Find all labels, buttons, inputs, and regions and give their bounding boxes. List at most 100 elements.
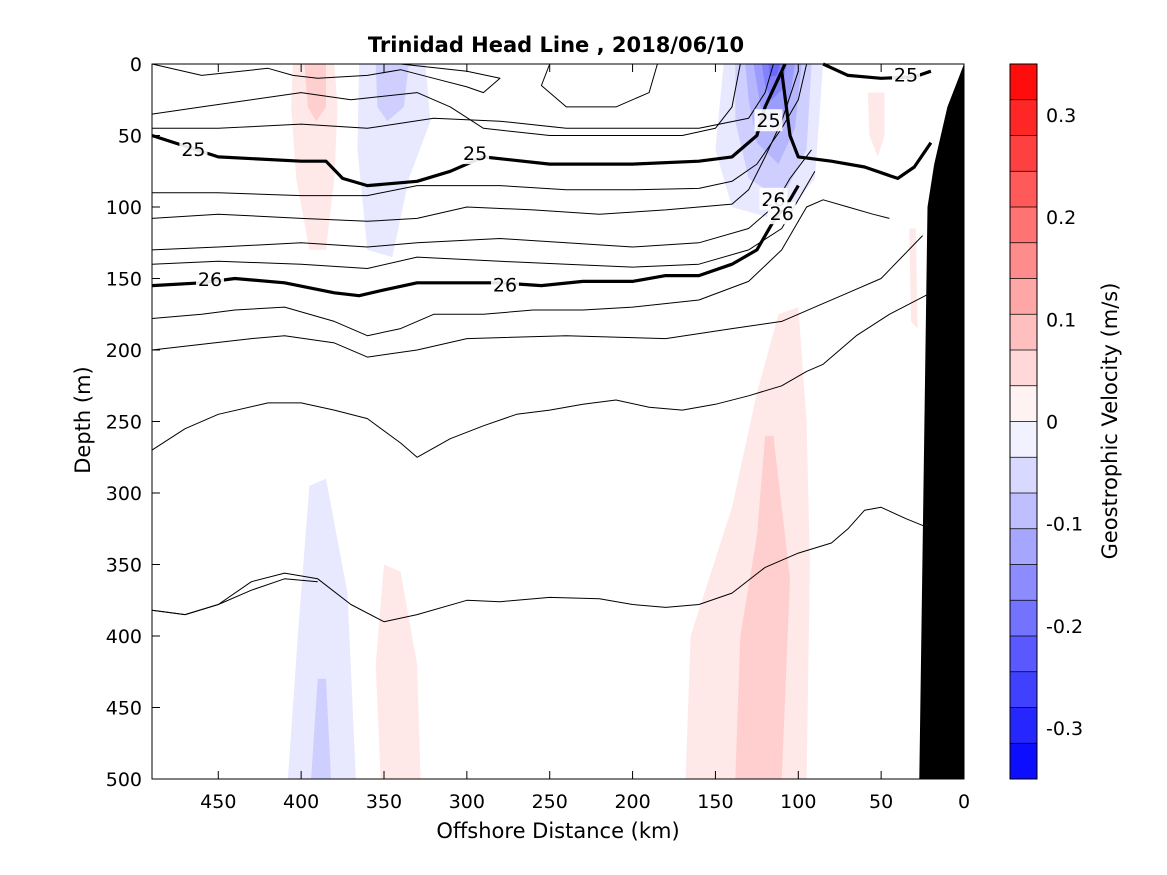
isopycnal-bold-4 xyxy=(151,63,787,188)
velocity-fill-layer xyxy=(287,64,918,779)
y-tick-label-400: 400 xyxy=(106,626,142,648)
colorbar-swatch-19 xyxy=(1010,743,1037,780)
colorbar-swatch-4 xyxy=(1010,207,1037,244)
y-tick-label-0: 0 xyxy=(130,54,142,76)
x-tick-label-250: 250 xyxy=(532,791,568,813)
colorbar-swatch-15 xyxy=(1010,600,1037,637)
y-tick-label-100: 100 xyxy=(106,197,142,219)
colorbar-swatch-16 xyxy=(1010,636,1037,673)
isopycnal-2 xyxy=(151,63,741,136)
y-tick-label-150: 150 xyxy=(106,269,142,291)
velocity-patch-10 xyxy=(867,92,885,157)
colorbar-swatch-2 xyxy=(1010,135,1037,172)
x-tick-label-50: 50 xyxy=(869,791,893,813)
contour-label-bg-11-1 xyxy=(490,273,519,296)
y-tick-label-50: 50 xyxy=(118,126,142,148)
plot-frame xyxy=(151,63,965,780)
colorbar-frame xyxy=(1009,63,1038,780)
isopycnal-14 xyxy=(151,292,932,458)
velocity-patch-3 xyxy=(375,64,409,122)
colorbar-tick-label-0.1: 0.1 xyxy=(1046,309,1076,331)
isopycnal-6 xyxy=(152,63,808,197)
y-tick-label-450: 450 xyxy=(106,698,142,720)
contour-label-bg-4-2 xyxy=(754,109,783,132)
contour-label-5-0: 25 xyxy=(894,64,918,86)
velocity-patch-2 xyxy=(357,64,431,258)
velocity-patch-9 xyxy=(768,64,781,77)
x-tick-label-100: 100 xyxy=(780,791,816,813)
x-tick-label-450: 450 xyxy=(200,791,236,813)
velocity-patch-14 xyxy=(375,564,421,779)
isopycnal-1 xyxy=(540,63,658,108)
colorbar-swatch-10 xyxy=(1010,421,1037,458)
x-tick-label-350: 350 xyxy=(366,791,402,813)
velocity-patch-11 xyxy=(909,228,918,329)
isopycnal-bold-8 xyxy=(780,70,933,180)
contour-label-4-2: 25 xyxy=(756,110,780,132)
velocity-patch-0 xyxy=(291,64,338,250)
contour-label-bg-4-0 xyxy=(179,137,208,160)
velocity-patch-12 xyxy=(287,478,356,779)
x-tick-label-200: 200 xyxy=(614,791,650,813)
contour-label-bg-11-0 xyxy=(196,267,224,290)
isopycnal-3 xyxy=(152,63,774,129)
y-tick-label-200: 200 xyxy=(106,340,142,362)
isopycnal-bold-11 xyxy=(151,184,800,298)
contour-label-bg-4-1 xyxy=(461,142,490,165)
isopycnal-15 xyxy=(151,506,932,623)
contour-label-bg-5-0 xyxy=(892,63,920,86)
x-tick-label-400: 400 xyxy=(283,791,319,813)
colorbar-tick-label--0.1: -0.1 xyxy=(1046,514,1083,536)
contour-label-4-0: 25 xyxy=(181,139,205,161)
y-tick-label-250: 250 xyxy=(106,412,142,434)
isopycnal-12 xyxy=(151,199,890,337)
colorbar-swatch-5 xyxy=(1010,242,1037,279)
colorbar-tick-label-0.3: 0.3 xyxy=(1046,105,1076,127)
colorbar-swatch-18 xyxy=(1010,707,1037,744)
isopycnal-0 xyxy=(151,63,501,94)
y-tick-label-500: 500 xyxy=(106,769,142,791)
colorbar-tick-label-0.2: 0.2 xyxy=(1046,207,1076,229)
colorbar-swatch-6 xyxy=(1010,278,1037,315)
x-tick-label-150: 150 xyxy=(697,791,733,813)
isopycnal-13 xyxy=(151,235,923,358)
colorbar-swatch-0 xyxy=(1010,64,1037,101)
colorbar-swatch-9 xyxy=(1010,385,1037,422)
seafloor-shape xyxy=(919,64,964,779)
isopycnal-10 xyxy=(151,171,816,269)
colorbar-ticks: 0.3 0.2 0.1 0 -0.1 -0.2 -0.3 xyxy=(1046,105,1083,740)
colorbar-swatch-11 xyxy=(1010,457,1037,494)
x-tick-label-300: 300 xyxy=(449,791,485,813)
isopycnal-contour-layer xyxy=(151,62,933,623)
colorbar-tick-label--0.3: -0.3 xyxy=(1046,718,1083,740)
x-axis-label: Offshore Distance (km) xyxy=(436,819,679,843)
y-axis-label: Depth (m) xyxy=(71,366,95,473)
contour-label-11-1: 26 xyxy=(493,275,517,297)
colorbar xyxy=(1009,63,1038,780)
colorbar-swatch-1 xyxy=(1010,99,1037,136)
colorbar-swatch-17 xyxy=(1010,671,1037,708)
colorbar-tick-label-0: 0 xyxy=(1046,412,1058,434)
velocity-patch-16 xyxy=(735,435,790,779)
colorbar-swatch-8 xyxy=(1010,350,1037,387)
y-tick-label-300: 300 xyxy=(106,483,142,505)
colorbar-label: Geostrophic Velocity (m/s) xyxy=(1098,283,1122,560)
y-tick-label-350: 350 xyxy=(106,555,142,577)
colorbar-swatch-12 xyxy=(1010,493,1037,530)
contour-label-4-1: 25 xyxy=(463,143,487,165)
colorbar-tick-label--0.2: -0.2 xyxy=(1046,616,1083,638)
chart-title: Trinidad Head Line , 2018/06/10 xyxy=(368,33,744,57)
x-tick-label-0: 0 xyxy=(958,791,970,813)
y-axis-ticks: 0 50 100 150 200 250 300 350 400 450 500 xyxy=(106,54,964,791)
isopycnal-7 xyxy=(151,71,799,222)
contour-label-bg-11-2 xyxy=(767,202,796,225)
colorbar-swatch-3 xyxy=(1010,171,1037,208)
velocity-patch-13 xyxy=(311,678,331,779)
x-axis-ticks: 450 400 350 300 250 200 150 100 50 0 xyxy=(200,64,970,813)
contour-label-11-2: 26 xyxy=(770,203,794,225)
colorbar-swatch-7 xyxy=(1010,314,1037,351)
seafloor-mask xyxy=(919,64,964,779)
colorbar-swatch-14 xyxy=(1010,564,1037,601)
